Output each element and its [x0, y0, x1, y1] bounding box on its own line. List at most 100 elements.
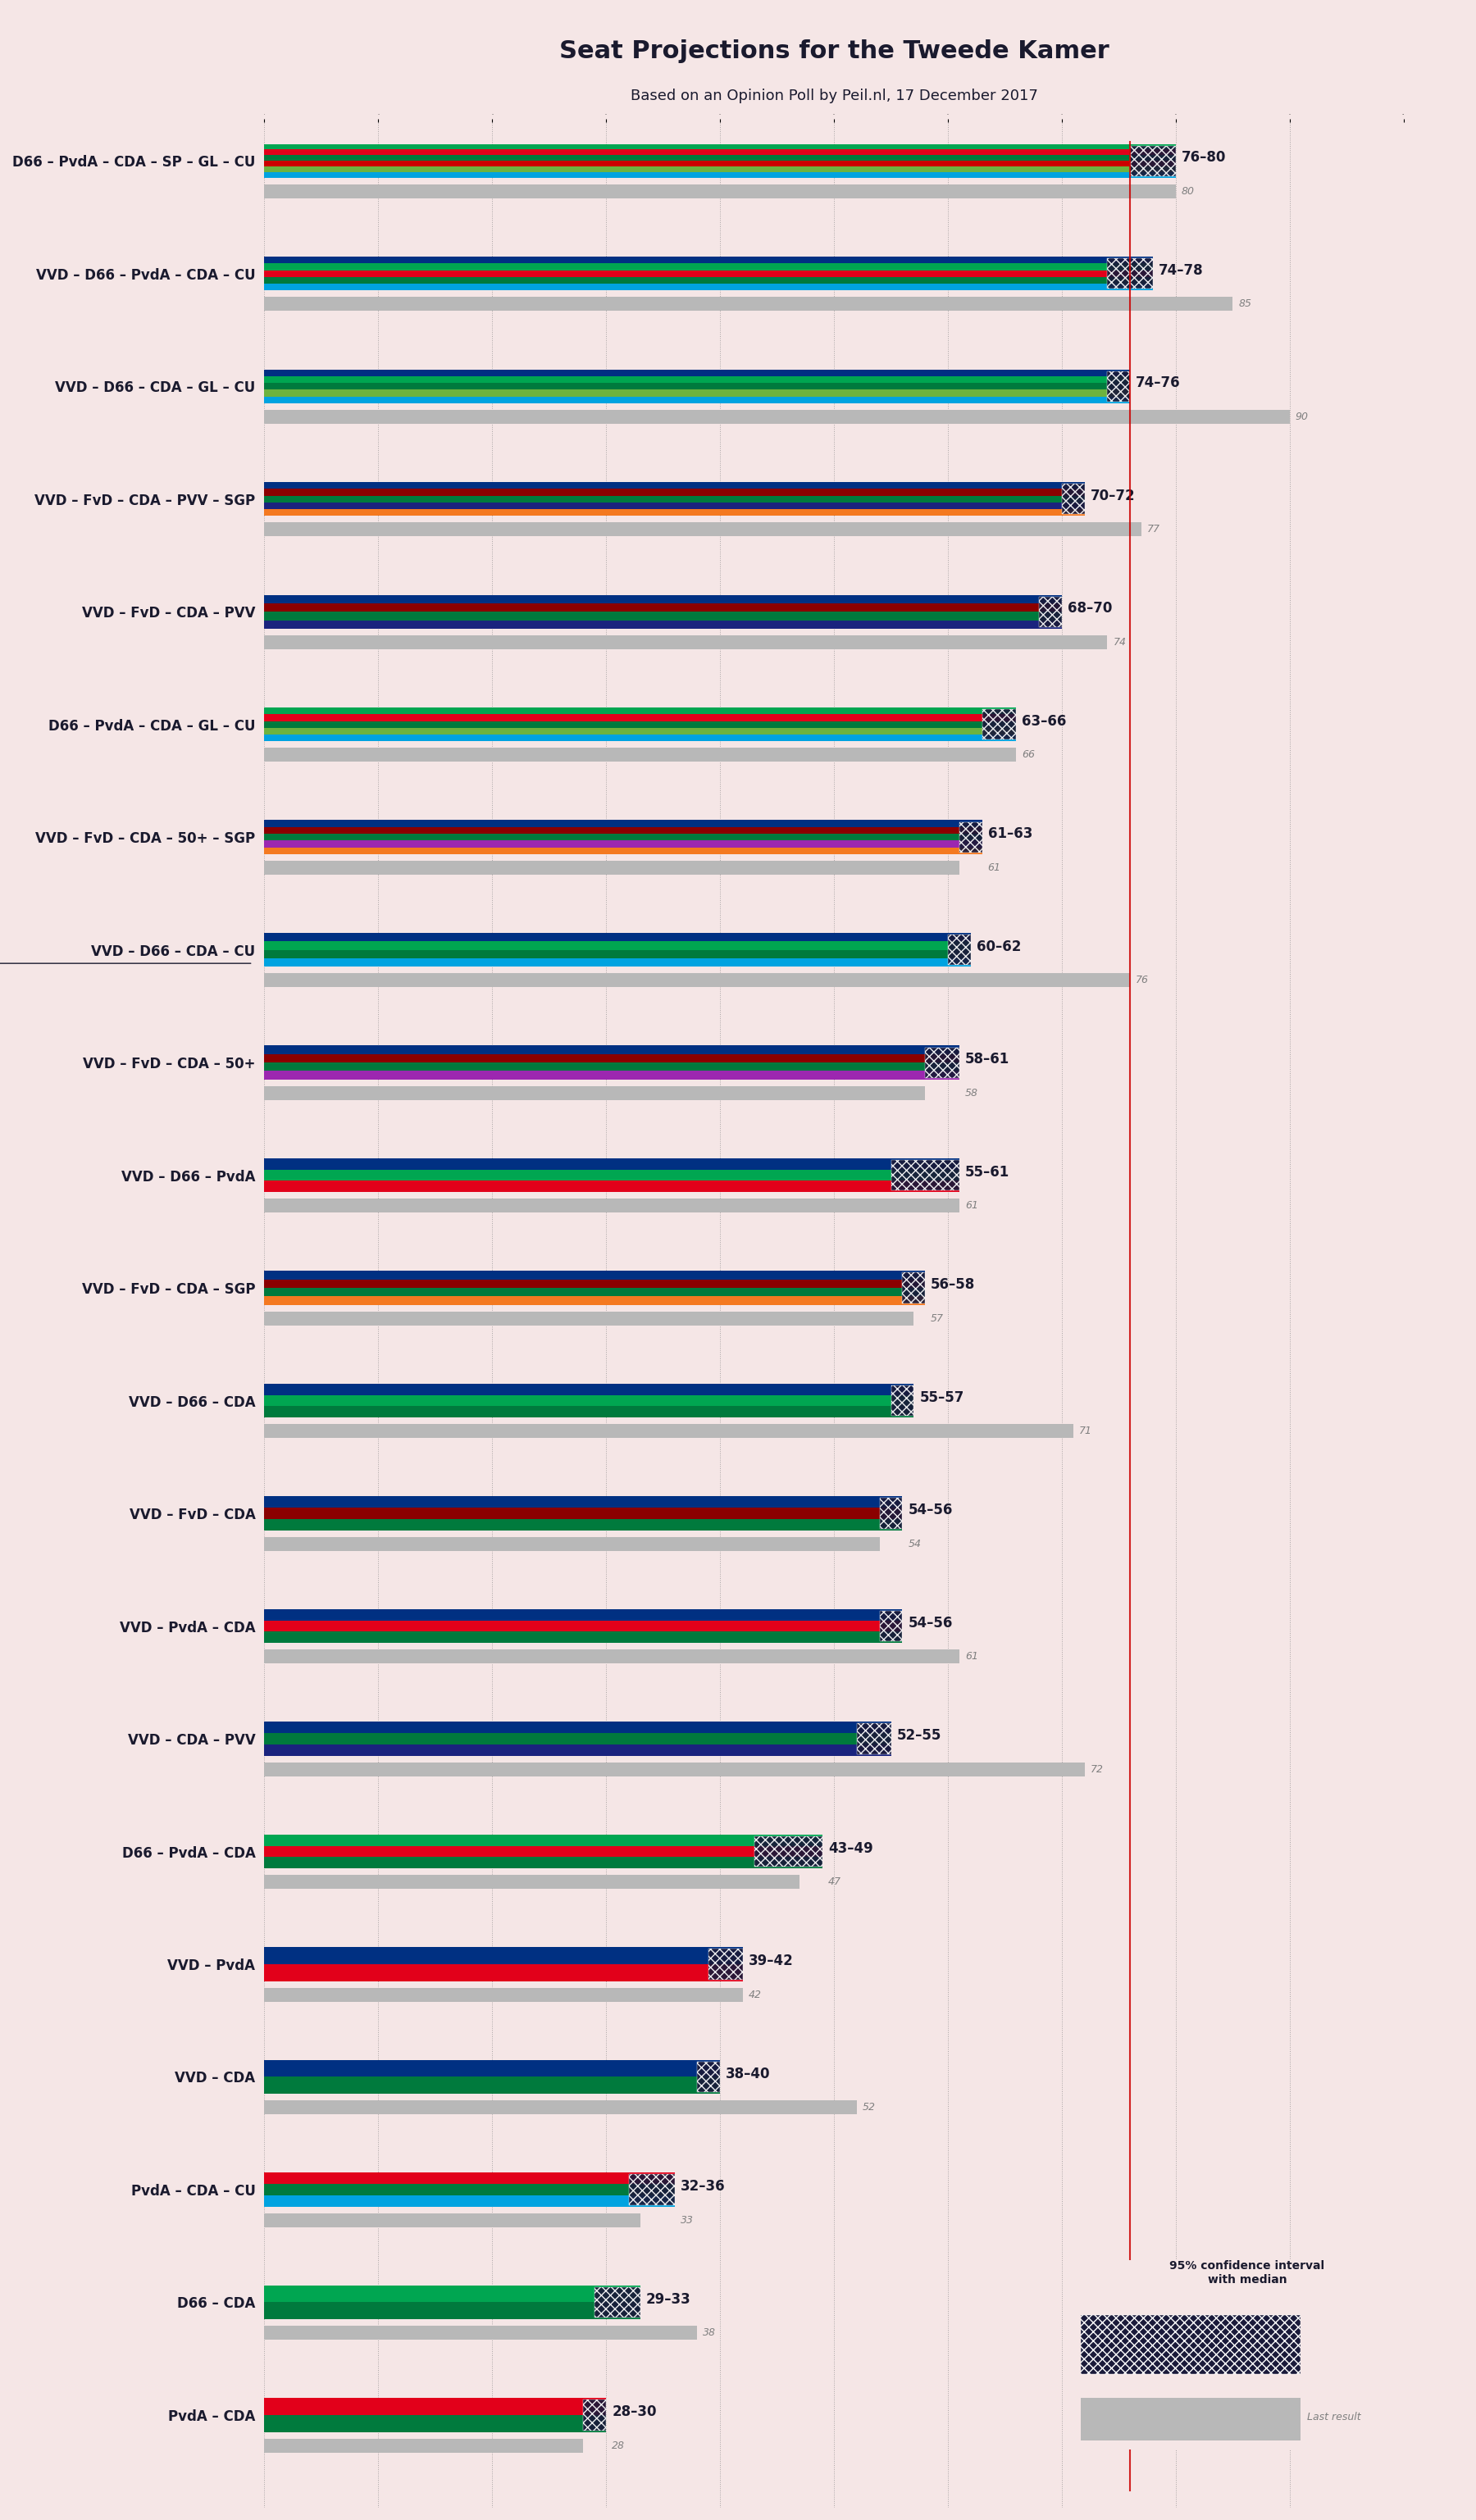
- Bar: [264, 2286, 641, 2303]
- Bar: [264, 1875, 800, 1890]
- Bar: [264, 1270, 925, 1280]
- Text: 55–61: 55–61: [965, 1164, 1010, 1179]
- Bar: [264, 149, 1176, 156]
- Text: 85: 85: [1238, 300, 1252, 310]
- Bar: [264, 1620, 902, 1633]
- Bar: [264, 481, 1085, 489]
- Bar: [264, 1734, 892, 1744]
- Bar: [264, 1857, 822, 1867]
- Bar: [264, 842, 982, 847]
- Bar: [264, 942, 971, 950]
- Bar: [264, 1497, 902, 1507]
- Bar: [264, 1086, 925, 1099]
- Bar: [264, 1948, 742, 1963]
- Bar: [264, 1396, 914, 1406]
- Bar: [264, 1383, 914, 1396]
- Bar: [264, 391, 1131, 396]
- Bar: [264, 932, 971, 942]
- Text: 57: 57: [931, 1313, 945, 1323]
- Text: 76: 76: [1137, 975, 1148, 985]
- Text: 72: 72: [1091, 1764, 1104, 1774]
- Text: 74: 74: [1113, 638, 1126, 648]
- Bar: [264, 1046, 959, 1053]
- Text: 52–55: 52–55: [896, 1729, 942, 1744]
- Text: 55–57: 55–57: [920, 1391, 964, 1406]
- Bar: [264, 733, 1017, 741]
- Text: 74–76: 74–76: [1137, 375, 1181, 391]
- Text: 28–30: 28–30: [613, 2404, 657, 2419]
- Bar: [1039, 597, 1061, 627]
- Text: 29–33: 29–33: [646, 2291, 691, 2306]
- Bar: [264, 522, 1141, 537]
- Bar: [264, 834, 982, 842]
- Text: Based on an Opinion Poll by Peil.nl, 17 December 2017: Based on an Opinion Poll by Peil.nl, 17 …: [630, 88, 1038, 103]
- Text: 54–56: 54–56: [908, 1615, 952, 1630]
- Bar: [264, 370, 1131, 375]
- Bar: [264, 396, 1131, 403]
- Text: 58–61: 58–61: [965, 1051, 1010, 1066]
- Text: 56–58: 56–58: [931, 1278, 976, 1293]
- Text: 95% confidence interval
with median: 95% confidence interval with median: [1169, 2260, 1325, 2286]
- Bar: [264, 847, 982, 854]
- Bar: [264, 1424, 1073, 1439]
- Bar: [264, 958, 971, 968]
- Bar: [264, 2399, 607, 2414]
- Bar: [902, 1273, 925, 1303]
- Bar: [708, 1948, 742, 1978]
- Bar: [264, 595, 1061, 602]
- Bar: [264, 1280, 925, 1288]
- Text: 68–70: 68–70: [1067, 602, 1111, 615]
- Bar: [264, 156, 1176, 161]
- Text: 61: 61: [965, 1651, 979, 1661]
- Text: 38–40: 38–40: [726, 2066, 770, 2082]
- Bar: [264, 862, 959, 874]
- Text: Last result: Last result: [1308, 2412, 1361, 2422]
- Text: 39–42: 39–42: [748, 1953, 794, 1968]
- Bar: [264, 612, 1061, 620]
- Bar: [264, 2326, 697, 2339]
- Bar: [264, 1835, 822, 1845]
- Text: 66: 66: [1021, 748, 1035, 761]
- Text: 61: 61: [965, 1200, 979, 1212]
- Bar: [697, 2061, 720, 2092]
- Bar: [264, 950, 971, 958]
- Bar: [264, 1988, 742, 2001]
- Bar: [1061, 484, 1085, 514]
- Bar: [264, 2076, 720, 2094]
- Bar: [264, 2059, 720, 2076]
- Bar: [264, 713, 1017, 721]
- Bar: [583, 2399, 607, 2429]
- Text: 90: 90: [1296, 411, 1309, 423]
- Bar: [264, 973, 1131, 988]
- Bar: [264, 509, 1085, 517]
- Bar: [264, 1200, 959, 1212]
- Bar: [264, 2213, 641, 2228]
- Text: 71: 71: [1079, 1426, 1092, 1436]
- Text: 43–49: 43–49: [828, 1842, 874, 1855]
- Bar: [264, 1182, 959, 1192]
- Text: 32–36: 32–36: [680, 2180, 725, 2195]
- Text: 47: 47: [828, 1877, 841, 1887]
- Text: 74–78: 74–78: [1159, 262, 1203, 277]
- Bar: [264, 1310, 914, 1326]
- Text: 77: 77: [1147, 524, 1160, 534]
- Text: Seat Projections for the Tweede Kamer: Seat Projections for the Tweede Kamer: [559, 38, 1108, 63]
- Bar: [264, 602, 1061, 612]
- Bar: [264, 496, 1085, 501]
- Text: 61: 61: [987, 862, 1001, 872]
- Bar: [264, 728, 1017, 733]
- Bar: [264, 721, 1017, 728]
- Bar: [264, 2102, 856, 2114]
- Bar: [264, 489, 1085, 496]
- Text: 58: 58: [965, 1089, 979, 1099]
- Bar: [948, 935, 971, 965]
- Text: 70–72: 70–72: [1091, 489, 1135, 504]
- Bar: [856, 1724, 892, 1754]
- Bar: [264, 1651, 959, 1663]
- Bar: [264, 1288, 925, 1295]
- Bar: [264, 270, 1153, 277]
- Bar: [264, 2172, 675, 2185]
- Text: 76–80: 76–80: [1181, 151, 1227, 166]
- Bar: [1107, 260, 1153, 290]
- Bar: [264, 1053, 959, 1063]
